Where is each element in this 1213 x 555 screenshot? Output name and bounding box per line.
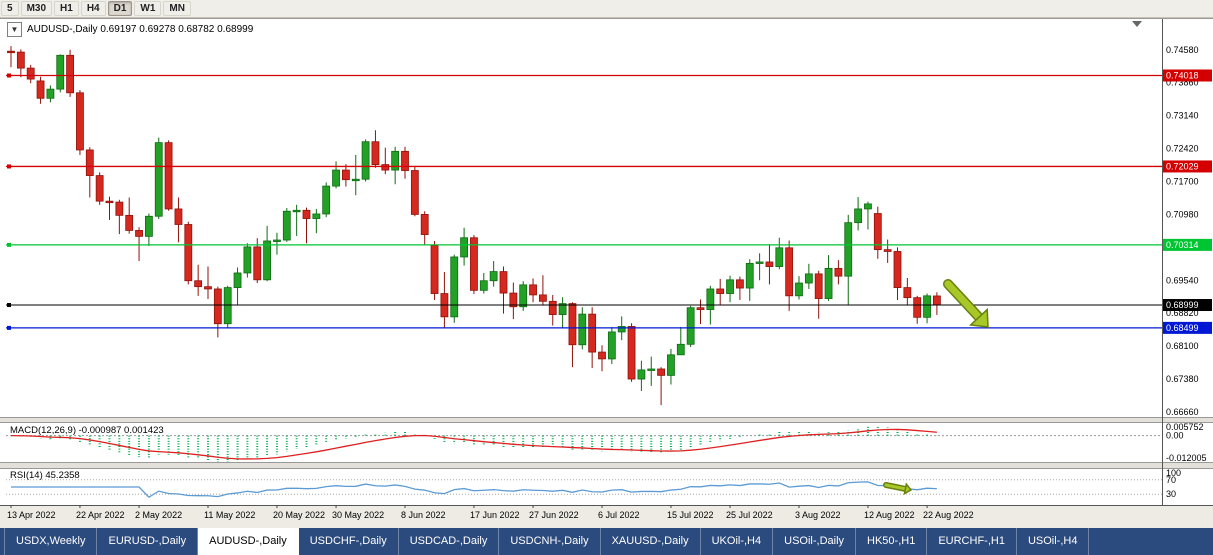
svg-text:2 May 2022: 2 May 2022: [135, 510, 182, 520]
svg-text:30: 30: [1166, 489, 1176, 499]
tab-eurchf-h1[interactable]: EURCHF-,H1: [927, 528, 1017, 555]
svg-text:3 Aug 2022: 3 Aug 2022: [795, 510, 841, 520]
macd-histogram: [19, 426, 938, 462]
svg-text:30 May 2022: 30 May 2022: [332, 510, 384, 520]
rsi-indicator-label: RSI(14) 45.2358: [10, 470, 80, 481]
sell-signal-arrow: [943, 279, 989, 328]
svg-text:22 Aug 2022: 22 Aug 2022: [923, 510, 974, 520]
svg-text:0.00: 0.00: [1166, 431, 1184, 441]
svg-text:70: 70: [1166, 475, 1176, 485]
svg-text:0.70314: 0.70314: [1166, 240, 1199, 250]
macd-signal-line: [10, 428, 937, 460]
candlestick-series: [7, 46, 941, 406]
chart-shift-marker-icon: [1132, 21, 1142, 27]
macd-indicator-label: MACD(12,26,9) -0.000987 0.001423: [10, 425, 164, 436]
tab-eurusd-daily[interactable]: EURUSD-,Daily: [97, 528, 199, 555]
svg-text:0.69540: 0.69540: [1166, 275, 1199, 285]
svg-text:100: 100: [1166, 468, 1181, 478]
price-chart-svg[interactable]: 0.74580 0.73860 0.73140 0.72420 0.71700 0.709…: [0, 18, 1213, 528]
svg-text:0.005752: 0.005752: [1166, 422, 1204, 432]
svg-text:0.72029: 0.72029: [1166, 161, 1199, 171]
timeframe-button-m30[interactable]: M30: [20, 1, 53, 16]
svg-text:6 Jul 2022: 6 Jul 2022: [598, 510, 640, 520]
timeframe-button-h1[interactable]: H1: [54, 1, 79, 16]
svg-text:0.74580: 0.74580: [1166, 45, 1199, 55]
svg-text:11 May 2022: 11 May 2022: [204, 510, 255, 520]
chart-title-ohlc: AUDUSD-,Daily 0.69197 0.69278 0.68782 0.…: [27, 24, 254, 35]
tab-usdchf-daily[interactable]: USDCHF-,Daily: [299, 528, 399, 555]
svg-text:0.68499: 0.68499: [1166, 323, 1199, 333]
svg-text:0.66660: 0.66660: [1166, 407, 1199, 417]
chart-area[interactable]: 0.74580 0.73860 0.73140 0.72420 0.71700 0.709…: [0, 18, 1213, 528]
svg-text:0.73140: 0.73140: [1166, 111, 1199, 121]
svg-text:15 Jul 2022: 15 Jul 2022: [667, 510, 714, 520]
svg-text:0.68999: 0.68999: [1166, 300, 1199, 310]
date-axis-strip[interactable]: [0, 505, 1213, 528]
chart-title-row: ▼ AUDUSD-,Daily 0.69197 0.69278 0.68782 …: [7, 22, 253, 37]
tab-hk50-h1[interactable]: HK50-,H1: [856, 528, 928, 555]
svg-text:12 Aug 2022: 12 Aug 2022: [864, 510, 915, 520]
svg-text:0.68820: 0.68820: [1166, 308, 1199, 318]
timeframe-button-h4[interactable]: H4: [80, 1, 106, 16]
timeframe-button-d1[interactable]: D1: [107, 1, 133, 16]
support-line-0.68499[interactable]: 0.68499: [6, 321, 1212, 334]
chart-tab-bar: USDX,Weekly EURUSD-,Daily AUDUSD-,Daily …: [0, 528, 1213, 555]
pivot-line-0.70314[interactable]: 0.70314: [6, 238, 1212, 251]
svg-text:0.68100: 0.68100: [1166, 341, 1199, 351]
resistance-line-0.72029[interactable]: 0.72029: [6, 160, 1212, 173]
svg-text:20 May 2022: 20 May 2022: [273, 510, 325, 520]
svg-text:0.67380: 0.67380: [1166, 374, 1199, 384]
svg-text:22 Apr 2022: 22 Apr 2022: [76, 510, 125, 520]
price-axis[interactable]: [1162, 18, 1213, 505]
timeframe-button-m5[interactable]: 5: [1, 1, 19, 16]
svg-text:13 Apr 2022: 13 Apr 2022: [7, 510, 56, 520]
tab-usdx-weekly[interactable]: USDX,Weekly: [4, 528, 98, 555]
svg-text:25 Jul 2022: 25 Jul 2022: [726, 510, 773, 520]
tab-audusd-daily[interactable]: AUDUSD-,Daily: [198, 528, 299, 555]
tab-ukoil-h4[interactable]: UKOil-,H4: [701, 528, 774, 555]
svg-text:0.73860: 0.73860: [1166, 78, 1199, 88]
svg-text:0.74018: 0.74018: [1166, 71, 1199, 81]
svg-text:17 Jun 2022: 17 Jun 2022: [470, 510, 520, 520]
date-axis-labels: 13 Apr 2022 22 Apr 2022 2 May 2022 11 May 2…: [7, 505, 974, 520]
svg-text:27 Jun 2022: 27 Jun 2022: [529, 510, 579, 520]
svg-text:0.71700: 0.71700: [1166, 177, 1199, 187]
tab-usoil-h4[interactable]: USOil-,H4: [1017, 528, 1090, 555]
svg-text:0.70980: 0.70980: [1166, 209, 1199, 219]
rsi-arrow: [883, 482, 913, 496]
rsi-line: [11, 481, 937, 499]
tab-xauusd-daily[interactable]: XAUUSD-,Daily: [601, 528, 701, 555]
svg-text:0.72420: 0.72420: [1166, 144, 1199, 154]
tab-usdcad-daily[interactable]: USDCAD-,Daily: [399, 528, 500, 555]
tab-usoil-daily[interactable]: USOil-,Daily: [773, 528, 857, 555]
svg-text:8 Jun 2022: 8 Jun 2022: [401, 510, 446, 520]
timeframe-button-w1[interactable]: W1: [134, 1, 162, 16]
tab-usdcnh-daily[interactable]: USDCNH-,Daily: [499, 528, 601, 555]
timeframe-button-mn[interactable]: MN: [163, 1, 191, 16]
symbol-dropdown-button[interactable]: ▼: [7, 22, 22, 37]
resistance-line-0.74018[interactable]: 0.74018: [6, 69, 1212, 82]
timeframe-toolbar: 5 M30 H1 H4 D1 W1 MN: [0, 0, 1213, 18]
svg-text:-0.012005: -0.012005: [1166, 453, 1207, 463]
